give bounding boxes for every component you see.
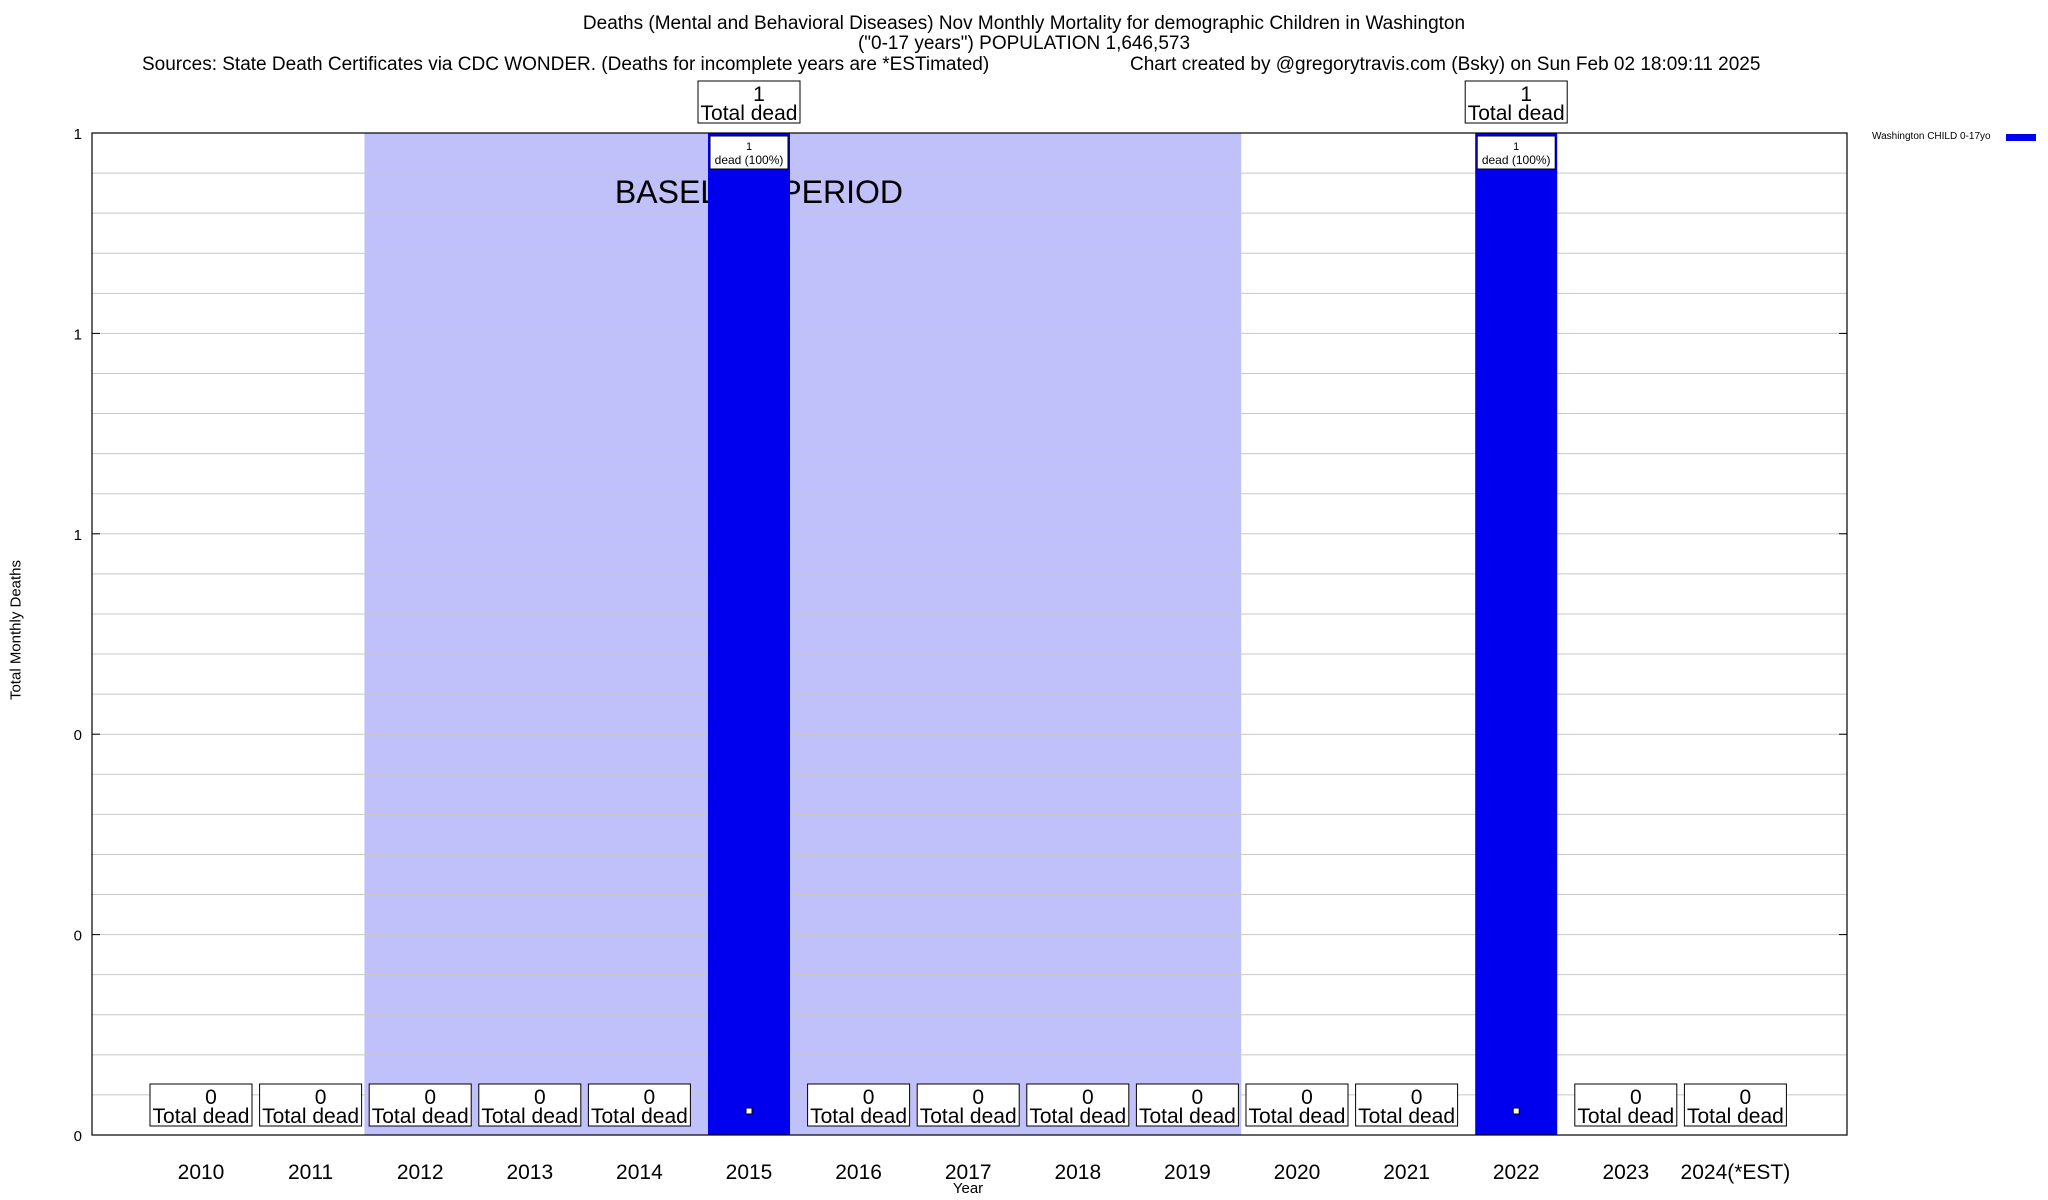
x-tick-label: 2023 [1602, 1161, 1649, 1184]
total-value-label: 0 [205, 1086, 217, 1109]
total-value-label: 0 [534, 1086, 546, 1109]
total-text-label: Total dead [1687, 1105, 1784, 1128]
total-text-label: Total dead [1139, 1105, 1236, 1128]
y-tick-label: 1 [74, 326, 82, 343]
bar-label-box [1476, 135, 1556, 170]
total-label-box [1026, 1083, 1130, 1127]
x-tick-label: 2018 [1054, 1161, 1101, 1184]
y-axis-label: Total Monthly Deaths [7, 559, 25, 701]
total-value-label: 0 [972, 1086, 984, 1109]
x-tick-label: 2013 [506, 1161, 553, 1184]
total-text-label: Total dead [920, 1105, 1017, 1128]
plot-frame [91, 132, 1848, 1136]
x-tick-marker [745, 1107, 753, 1115]
x-tick-label: 2020 [1274, 1161, 1321, 1184]
x-tick-label: 2021 [1383, 1161, 1430, 1184]
x-tick-label: 2011 [288, 1161, 333, 1184]
x-tick-label: 2022 [1493, 1161, 1540, 1184]
x-tick-label: 2010 [178, 1161, 225, 1184]
total-value-label: 0 [1411, 1086, 1423, 1109]
total-value-label: 0 [1192, 1086, 1204, 1109]
x-tick-label: 2017 [945, 1161, 992, 1184]
total-label-box [916, 1083, 1020, 1127]
total-value-label: 1 [753, 83, 765, 106]
total-value-label: 1 [1520, 83, 1532, 106]
bar-value-label: 1 [1513, 141, 1519, 153]
total-text-label: Total dead [810, 1105, 907, 1128]
chart-sources: Sources: State Death Certificates via CD… [142, 54, 990, 75]
total-value-label: 0 [1630, 1086, 1642, 1109]
total-value-label: 0 [1082, 1086, 1094, 1109]
total-label-box [587, 1083, 691, 1127]
total-text-label: Total dead [1577, 1105, 1674, 1128]
total-label-box [1464, 80, 1568, 124]
total-text-label: Total dead [701, 102, 798, 125]
total-label-box [807, 1083, 911, 1127]
total-label-box [1245, 1083, 1349, 1127]
baseline-band [364, 133, 1242, 1135]
y-tick-label: 0 [74, 928, 82, 945]
total-value-label: 0 [1301, 1086, 1313, 1109]
y-tick-label: 0 [74, 1128, 82, 1145]
total-label-box [1574, 1083, 1678, 1127]
bar-percent-label: dead (100%) [715, 153, 784, 167]
total-value-label: 0 [315, 1086, 327, 1109]
total-text-label: Total dead [262, 1105, 359, 1128]
bar-2022 [1475, 133, 1558, 1135]
total-value-label: 0 [644, 1086, 656, 1109]
total-label-box [1683, 1083, 1787, 1127]
x-tick-label: 2019 [1164, 1161, 1211, 1184]
total-label-box [1355, 1083, 1459, 1127]
x-tick-label: 2015 [726, 1161, 773, 1184]
total-text-label: Total dead [1358, 1105, 1455, 1128]
legend-label: Washington CHILD 0-17yo [1872, 131, 1991, 142]
total-label-box [1135, 1083, 1239, 1127]
x-tick-label: 2014 [616, 1161, 663, 1184]
total-text-label: Total dead [591, 1105, 688, 1128]
total-value-label: 0 [1740, 1086, 1752, 1109]
total-label-box [368, 1083, 472, 1127]
total-text-label: Total dead [153, 1105, 250, 1128]
y-tick-label: 1 [74, 527, 82, 544]
x-tick-label: 2024(*EST) [1681, 1161, 1791, 1184]
total-label-box [478, 1083, 582, 1127]
total-label-box [697, 80, 801, 124]
bar-percent-label: dead (100%) [1482, 153, 1551, 167]
total-text-label: Total dead [481, 1105, 578, 1128]
total-value-label: 0 [863, 1086, 875, 1109]
x-tick-marker [1512, 1107, 1520, 1115]
bar-label-box [709, 135, 789, 170]
total-label-box [149, 1083, 253, 1127]
chart-credit: Chart created by @gregorytravis.com (Bsk… [1130, 54, 1761, 75]
x-tick-label: 2016 [835, 1161, 882, 1184]
total-value-label: 0 [424, 1086, 436, 1109]
total-label-box [259, 1083, 363, 1127]
chart-subtitle: ("0-17 years") POPULATION 1,646,573 [857, 33, 1191, 54]
total-text-label: Total dead [372, 1105, 469, 1128]
legend-swatch [2006, 134, 2036, 141]
total-text-label: Total dead [1029, 1105, 1126, 1128]
x-tick-label: 2012 [397, 1161, 444, 1184]
chart-title: Deaths (Mental and Behavioral Diseases) … [582, 13, 1466, 34]
x-axis-label: Year [952, 1180, 984, 1197]
bar-2015 [708, 133, 790, 1135]
total-text-label: Total dead [1468, 102, 1565, 125]
y-tick-label: 1 [74, 126, 82, 143]
bar-value-label: 1 [746, 141, 752, 153]
y-tick-label: 0 [74, 727, 82, 744]
total-text-label: Total dead [1249, 1105, 1346, 1128]
